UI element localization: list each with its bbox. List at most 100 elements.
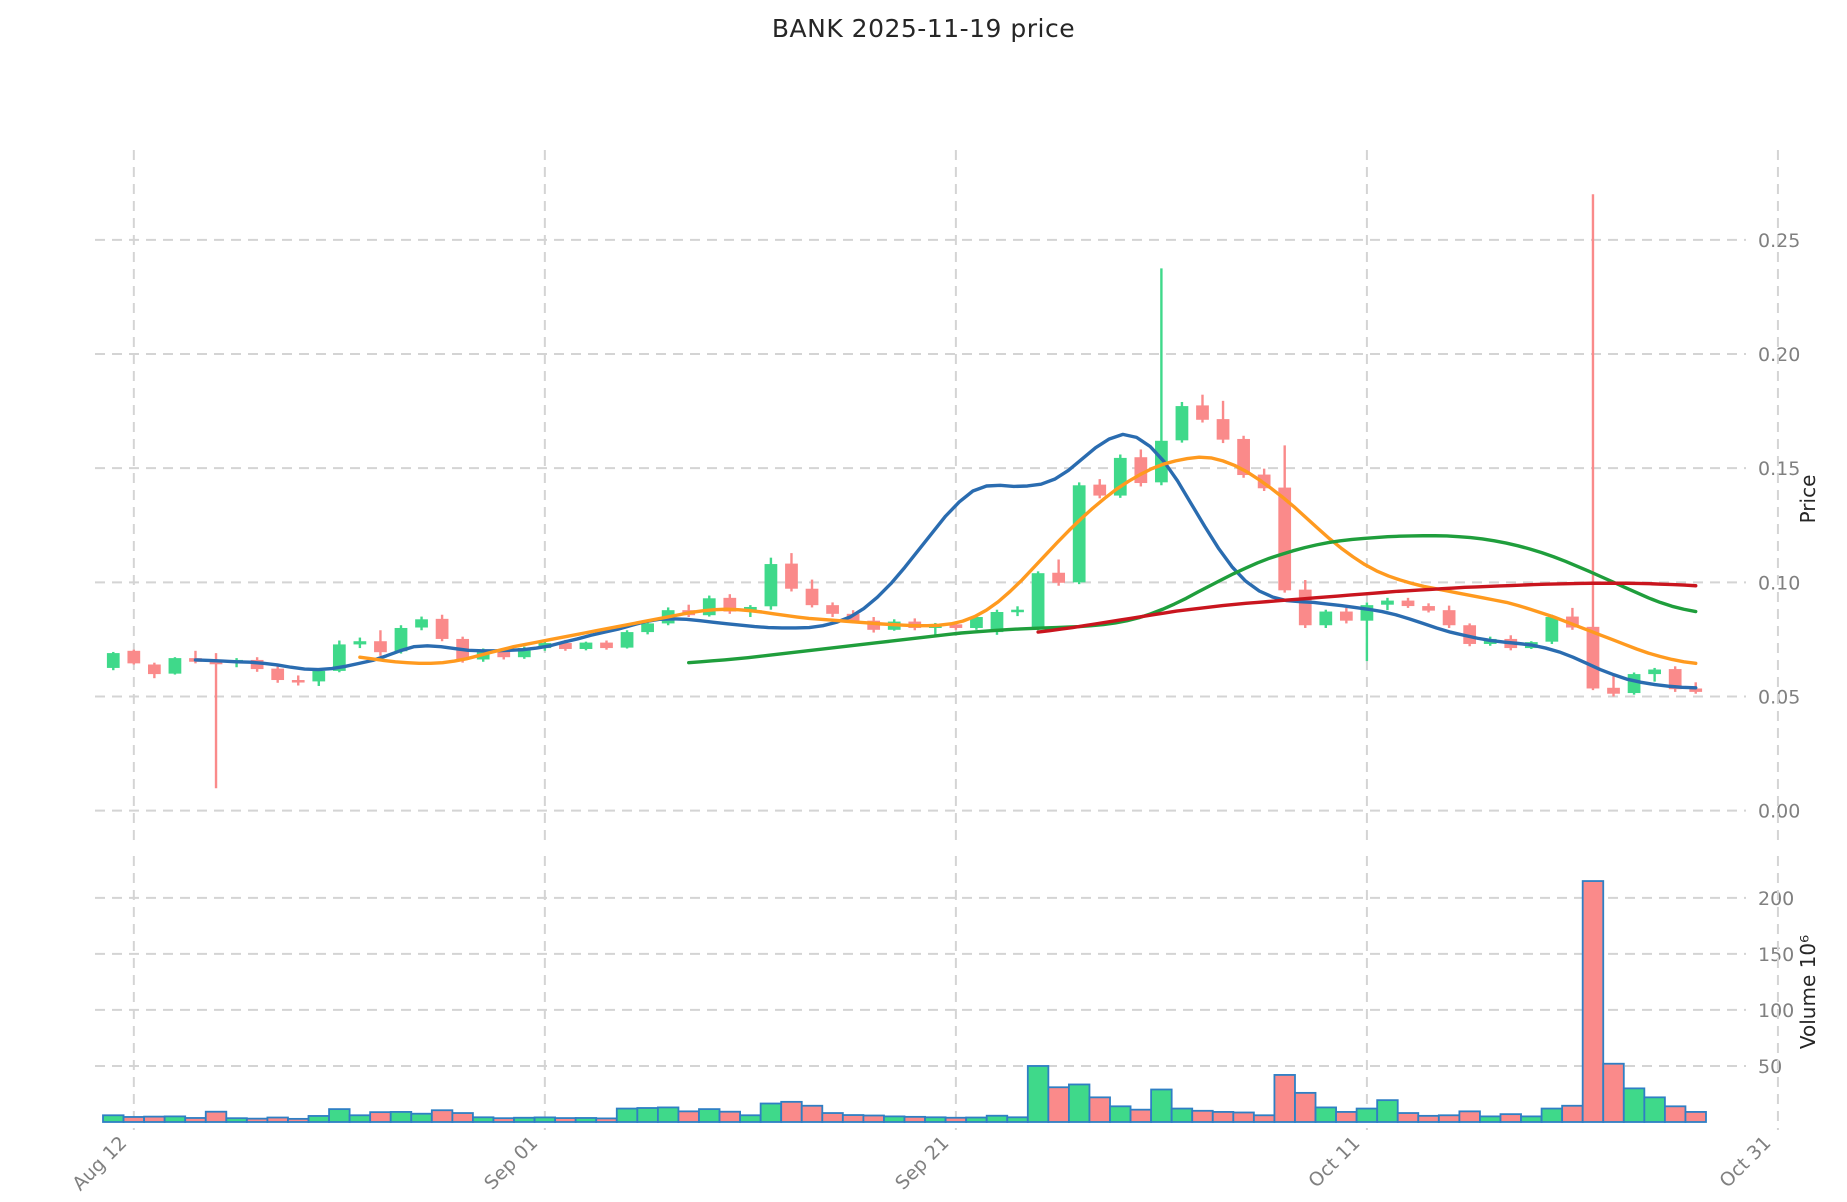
candle-body — [1216, 419, 1230, 440]
candle-body — [394, 627, 408, 652]
volume-bar — [1479, 1115, 1502, 1123]
candle-body — [1627, 674, 1641, 694]
price-tick-label: 0.20 — [1758, 344, 1800, 366]
volume-bar — [1355, 1107, 1379, 1123]
candle-body — [415, 619, 428, 628]
volume-bar — [1396, 1112, 1420, 1123]
candle-body — [867, 620, 881, 630]
x-tick-label: Aug 12 — [68, 1132, 131, 1195]
volume-bar — [841, 1114, 865, 1123]
volume-bar — [554, 1117, 577, 1123]
volume-bar — [677, 1110, 700, 1123]
volume-bar — [1540, 1107, 1564, 1123]
volume-bar — [656, 1106, 680, 1123]
volume-bar — [903, 1115, 926, 1123]
volume-bar — [1335, 1111, 1358, 1123]
volume-bar — [1663, 1105, 1687, 1123]
candle-body — [374, 641, 387, 653]
volume-bar — [1417, 1114, 1440, 1123]
volume-bar — [184, 1117, 207, 1123]
x-tick-label: Oct 11 — [1304, 1132, 1364, 1192]
candle-body — [1052, 572, 1066, 583]
volume-bar — [985, 1114, 1009, 1123]
volume-bar — [143, 1115, 166, 1123]
volume-bar — [800, 1104, 824, 1123]
volume-bar — [1191, 1109, 1214, 1123]
volume-bar — [1109, 1105, 1132, 1123]
price-tick-label: 0.05 — [1758, 686, 1800, 708]
candle-body — [1422, 606, 1435, 611]
volume-bar — [266, 1116, 289, 1123]
volume-bar — [1150, 1088, 1173, 1123]
volume-bar — [965, 1116, 988, 1123]
candle-body — [1339, 611, 1353, 621]
candle-body — [1298, 589, 1312, 626]
candle-body — [1566, 616, 1579, 628]
volume-bar — [1047, 1086, 1070, 1123]
x-tick-label: Sep 21 — [891, 1132, 953, 1194]
candle-body — [1237, 438, 1250, 476]
volume-bar — [287, 1117, 310, 1123]
candle-body — [1545, 617, 1559, 642]
volume-bar — [944, 1116, 968, 1123]
volume-bar — [574, 1117, 598, 1123]
candle-body — [805, 588, 819, 606]
x-tick-label: Sep 01 — [480, 1132, 542, 1194]
candle-body — [1072, 485, 1086, 583]
price-axis-title: Price — [1796, 475, 1820, 524]
volume-bar — [595, 1117, 618, 1123]
volume-bar — [410, 1112, 433, 1123]
volume-bar — [1314, 1106, 1337, 1123]
volume-bar — [780, 1100, 803, 1123]
candle-body — [312, 670, 326, 682]
volume-tick-label: 200 — [1758, 888, 1794, 910]
candle-body — [949, 624, 963, 628]
x-tick-label: Oct 31 — [1715, 1132, 1775, 1192]
candle-body — [353, 641, 367, 645]
volume-bar — [472, 1116, 495, 1123]
ma-line-ma_short — [193, 432, 1698, 690]
volume-bar — [1499, 1113, 1522, 1123]
volume-bar — [1252, 1114, 1276, 1123]
candle-body — [168, 658, 182, 674]
volume-bar — [389, 1111, 413, 1123]
candle-body — [641, 623, 654, 633]
volume-bar — [328, 1108, 351, 1123]
candle-body — [127, 650, 141, 664]
candle-body — [291, 680, 305, 683]
candle-body — [620, 632, 634, 648]
volume-bar — [883, 1115, 906, 1123]
volume-bar — [615, 1107, 639, 1123]
volume-bar — [718, 1110, 741, 1123]
volume-bar — [163, 1115, 187, 1123]
volume-bar — [1088, 1096, 1111, 1123]
volume-bar — [245, 1117, 269, 1123]
price-tick-label: 0.10 — [1758, 572, 1800, 594]
volume-bar — [1581, 880, 1605, 1123]
volume-bar — [1561, 1104, 1584, 1123]
volume-bar — [1684, 1111, 1707, 1123]
candle-body — [1401, 600, 1415, 607]
candle-body — [1093, 484, 1107, 496]
volume-bar — [225, 1117, 248, 1123]
volume-bar — [1232, 1111, 1255, 1123]
candle-body — [106, 653, 120, 668]
volume-bar — [739, 1114, 762, 1123]
candle-body — [1031, 573, 1045, 628]
volume-bar — [1170, 1107, 1194, 1123]
volume-bar — [451, 1112, 474, 1123]
volume-bar — [1520, 1115, 1543, 1123]
candle-body — [600, 642, 613, 649]
candle-body — [846, 613, 860, 621]
volume-tick-label: 150 — [1758, 944, 1794, 966]
price-tick-label: 0.00 — [1758, 801, 1800, 823]
volume-bar — [122, 1116, 146, 1123]
candle-body — [1175, 406, 1189, 441]
volume-bar — [102, 1114, 125, 1123]
candle-body — [579, 642, 593, 649]
price-tick-label: 0.15 — [1758, 458, 1800, 480]
ma-line-ma_long — [687, 534, 1698, 665]
volume-bar — [1458, 1110, 1481, 1123]
candle-body — [970, 617, 983, 628]
